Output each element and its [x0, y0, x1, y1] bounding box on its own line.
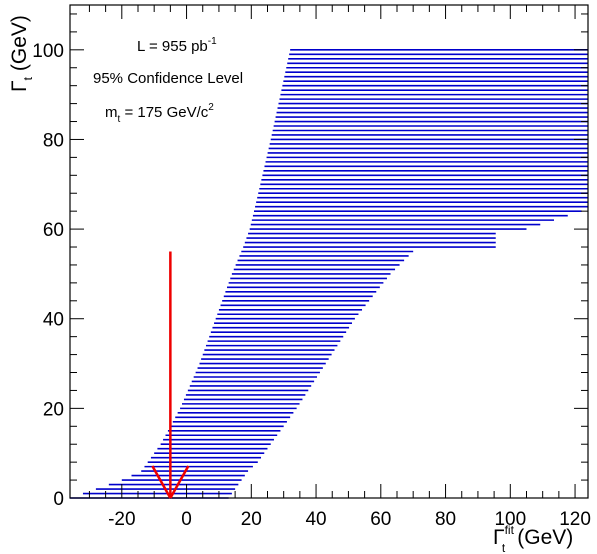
- arrow-head-left: [151, 465, 172, 499]
- arrow-head-right: [169, 465, 190, 499]
- x-tick-label: 20: [241, 509, 262, 530]
- luminosity-annotation: L = 955 pb-1: [137, 36, 217, 55]
- confidence-annotation: 95% Confidence Level: [93, 70, 243, 87]
- x-tick-label: 100: [494, 509, 526, 530]
- limit-arrow: [151, 251, 190, 499]
- plot-frame: [69, 4, 589, 499]
- y-tick-label: 100: [32, 41, 64, 62]
- x-tick-label: -20: [108, 509, 135, 530]
- x-tick-label: 0: [181, 509, 192, 530]
- y-axis-ticks: 0 20 40 60 80 100: [32, 13, 588, 510]
- y-tick-label: 0: [53, 489, 64, 510]
- x-tick-label: 40: [305, 509, 326, 530]
- x-axis-ticks: -20 0 20 40 60 80 100 120: [88, 5, 591, 530]
- y-tick-label: 40: [43, 310, 64, 331]
- x-axis-title: Γfit t (GeV): [493, 523, 573, 554]
- x-tick-label: 80: [435, 509, 456, 530]
- x-tick-label: 60: [370, 509, 391, 530]
- frame-box: [69, 4, 589, 499]
- y-axis-title: Γt(GeV): [8, 15, 35, 92]
- mass-annotation: mt = 175 GeV/c2: [105, 102, 214, 125]
- y-tick-label: 20: [43, 399, 64, 420]
- y-tick-label: 60: [43, 220, 64, 241]
- confidence-band: [70, 49, 588, 499]
- x-tick-label: 120: [559, 509, 591, 530]
- y-tick-label: 80: [43, 130, 64, 151]
